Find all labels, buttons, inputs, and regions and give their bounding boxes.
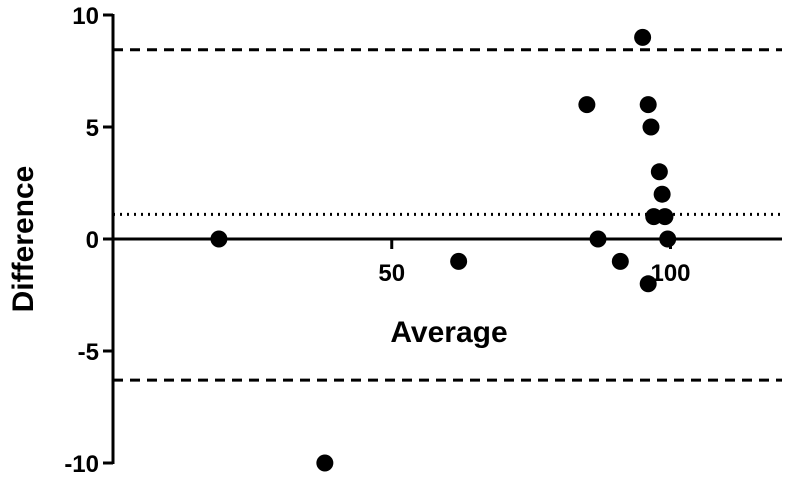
reference-lines [113,48,782,382]
x-axis-ticks: 50 100 [378,239,691,287]
data-points [210,28,677,472]
data-point [316,454,334,472]
data-point [650,163,668,181]
data-point [659,230,677,248]
data-point [642,118,660,136]
y-tick-label: 0 [86,227,99,254]
data-point [656,208,674,226]
y-axis-title: Difference [7,166,40,313]
data-point [210,230,228,248]
data-point [611,252,629,270]
x-tick-label: 100 [650,260,690,287]
data-point [634,28,652,46]
data-point [639,96,657,114]
data-point [639,275,657,293]
y-tick-label: -10 [64,451,99,478]
y-axis-ticks: 10 5 0 -5 -10 [64,3,113,478]
x-axis-title: Average [390,316,507,349]
data-point [450,252,468,270]
y-tick-label: -5 [78,339,99,366]
y-tick-label: 10 [72,3,99,30]
data-point [653,185,671,203]
y-tick-label: 5 [86,115,99,142]
data-point [578,96,596,114]
data-point [589,230,607,248]
x-tick-label: 50 [378,260,405,287]
